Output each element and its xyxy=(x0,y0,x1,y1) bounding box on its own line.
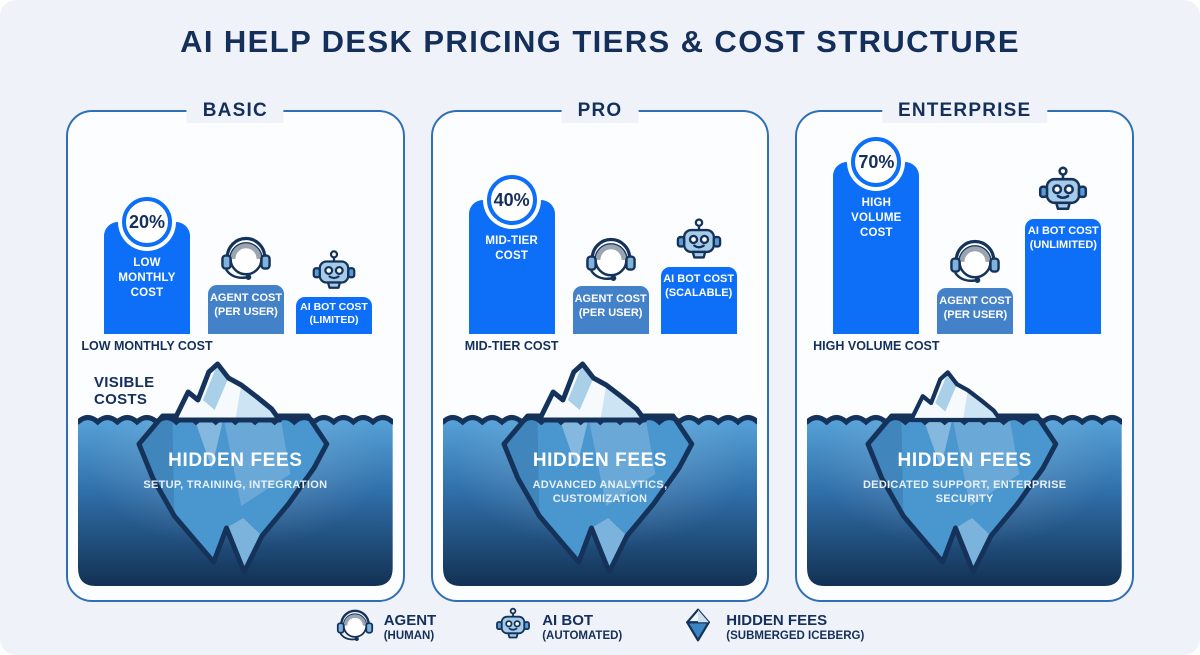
basic-main-bar-caption: LOW MONTHLY COST xyxy=(81,339,213,353)
legend-hidden-fees-name: HIDDEN FEES xyxy=(726,612,828,630)
basic-hidden-fees-details: SETUP, TRAINING, INTEGRATION xyxy=(143,479,328,491)
enterprise-hidden-fees-title: HIDDEN FEES xyxy=(897,450,1032,471)
enterprise-bot-cost-bar: AI BOT COST (UNLIMITED) xyxy=(1025,166,1102,334)
panel-enterprise: ENTERPRISE 70% HIGH VOLUME COST HIGH VOL… xyxy=(795,99,1135,602)
agent-icon xyxy=(949,236,1001,286)
agent-icon xyxy=(336,607,374,648)
iceberg-graphic xyxy=(807,356,1122,588)
legend-agent-name: AGENT xyxy=(383,612,437,630)
panel-pro: PRO 40% MID-TIER COST MID-TIER COST AGEN… xyxy=(430,99,770,602)
robot-icon xyxy=(674,217,724,265)
basic-bot-bar-label: AI BOT COST (LIMITED) xyxy=(300,301,368,327)
legend-bot-name: AI BOT xyxy=(542,612,594,630)
basic-iceberg-scene: HIDDEN FEES SETUP, TRAINING, INTEGRATION xyxy=(78,356,393,588)
enterprise-main-cost-bar: 70% HIGH VOLUME COST xyxy=(833,137,920,334)
basic-agent-bar-label: AGENT COST (PER USER) xyxy=(209,292,283,318)
enterprise-percent-badge: 70% xyxy=(851,137,902,187)
enterprise-bot-bar-label: AI BOT COST (UNLIMITED) xyxy=(1027,225,1099,251)
basic-bot-cost-bar: AI BOT COST (LIMITED) xyxy=(296,250,372,334)
pro-hidden-fees-title: HIDDEN FEES xyxy=(532,450,668,471)
enterprise-main-bar-label: HIGH VOLUME COST xyxy=(851,197,902,239)
iceberg-graphic xyxy=(443,356,758,588)
basic-agent-cost-bar: AGENT COST (PER USER) xyxy=(208,236,284,334)
basic-percent-badge: 20% xyxy=(122,197,172,247)
enterprise-hidden-fees-details: DEDICATED SUPPORT, ENTERPRISE SECURITY xyxy=(862,479,1067,506)
panel-pro-title: PRO xyxy=(561,99,639,123)
basic-main-bar-label: LOW MONTHLY COST xyxy=(118,257,176,299)
enterprise-iceberg-scene: HIDDEN FEES DEDICATED SUPPORT, ENTERPRIS… xyxy=(807,356,1122,588)
pro-bot-bar-label: AI BOT COST (SCALABLE) xyxy=(663,273,735,299)
legend-item-ai-bot: AI BOT (AUTOMATED) xyxy=(494,607,622,648)
pro-iceberg-scene: HIDDEN FEES ADVANCED ANALYTICS, CUSTOMIZ… xyxy=(443,356,758,588)
pro-hidden-fees-details: ADVANCED ANALYTICS, CUSTOMIZATION xyxy=(532,479,668,506)
robot-icon xyxy=(310,249,358,295)
legend: AGENT (HUMAN) AI BOT (AUTOMATED) HIDDEN … xyxy=(0,607,1200,648)
basic-main-cost-bar: 20% LOW MONTHLY COST xyxy=(104,197,190,334)
panel-basic-title: BASIC xyxy=(186,99,284,123)
robot-icon xyxy=(1036,165,1090,217)
legend-item-agent: AGENT (HUMAN) xyxy=(336,607,437,648)
pro-agent-cost-bar: AGENT COST (PER USER) xyxy=(572,237,649,334)
pro-agent-bar-label: AGENT COST (PER USER) xyxy=(574,293,647,319)
legend-agent-sub: (HUMAN) xyxy=(383,629,435,642)
iceberg-icon xyxy=(680,607,716,648)
pro-percent-badge: 40% xyxy=(486,175,537,225)
pro-main-cost-bar: 40% MID-TIER COST xyxy=(468,175,555,334)
robot-icon xyxy=(494,607,532,648)
enterprise-agent-bar-label: AGENT COST (PER USER) xyxy=(939,295,1012,321)
legend-item-hidden-fees: HIDDEN FEES (SUBMERGED ICEBERG) xyxy=(680,607,864,648)
agent-icon xyxy=(220,233,272,283)
legend-bot-sub: (AUTOMATED) xyxy=(542,629,623,642)
basic-cost-chart: 20% LOW MONTHLY COST LOW MONTHLY COST AG… xyxy=(68,112,403,353)
enterprise-agent-cost-bar: AGENT COST (PER USER) xyxy=(937,239,1014,334)
pro-main-bar-label: MID-TIER COST xyxy=(485,235,539,262)
tier-panels: BASIC 20% LOW MONTHLY COST LOW MONTHLY C… xyxy=(66,99,1135,602)
basic-hidden-fees-title: HIDDEN FEES xyxy=(168,450,303,471)
pro-bot-cost-bar: AI BOT COST (SCALABLE) xyxy=(660,218,737,334)
agent-icon xyxy=(585,234,637,284)
panel-basic: BASIC 20% LOW MONTHLY COST LOW MONTHLY C… xyxy=(66,99,405,602)
pro-main-bar-caption: MID-TIER COST xyxy=(464,339,559,353)
panel-enterprise-title: ENTERPRISE xyxy=(881,99,1048,123)
pro-cost-chart: 40% MID-TIER COST MID-TIER COST AGENT CO… xyxy=(433,112,768,353)
enterprise-cost-chart: 70% HIGH VOLUME COST HIGH VOLUME COST AG… xyxy=(797,112,1132,353)
legend-hidden-fees-sub: (SUBMERGED ICEBERG) xyxy=(726,629,865,642)
iceberg-graphic xyxy=(78,356,393,588)
page-title: AI HELP DESK PRICING TIERS & COST STRUCT… xyxy=(180,24,1020,59)
enterprise-main-bar-caption: HIGH VOLUME COST xyxy=(813,339,940,353)
